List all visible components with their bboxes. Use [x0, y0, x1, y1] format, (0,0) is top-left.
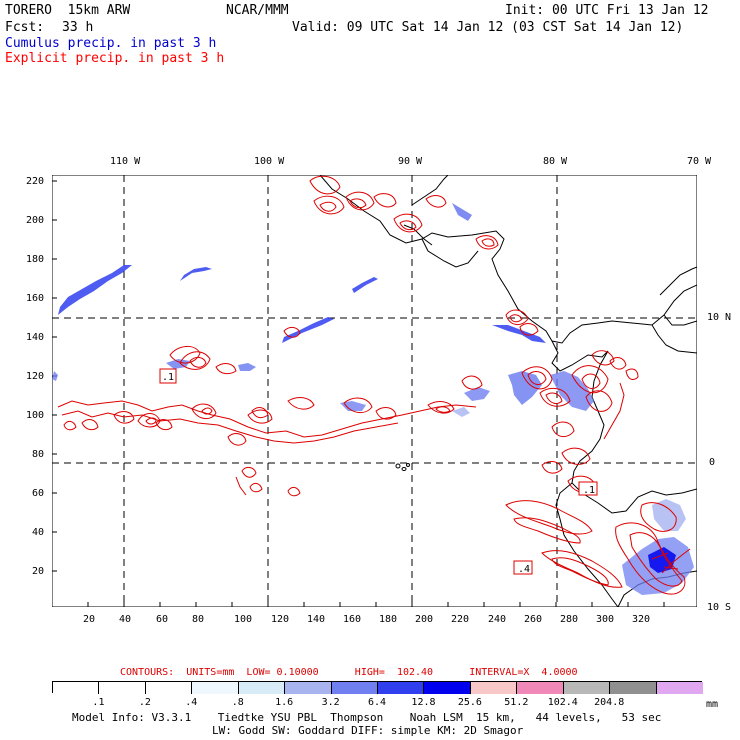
explicit-precip-legend: Explicit precip. in past 3 h [5, 51, 225, 66]
forecast-label: Fcst: [5, 20, 45, 35]
organization-label: NCAR/MMM [226, 3, 289, 18]
colorbar-swatch [424, 682, 471, 694]
y-grid-label: 120 [26, 371, 45, 382]
colorbar-tick-label: 51.2 [504, 697, 529, 708]
explicit-precip-contours [57, 175, 691, 595]
y-grid-label: 60 [32, 488, 45, 499]
contour-label-boxes [159, 368, 598, 575]
lon-label: 70 W [687, 156, 712, 167]
contour-box-1 [159, 368, 177, 384]
init-time: Init: 00 UTC Fri 13 Jan 12 [505, 3, 709, 18]
cumulus-precip-shading [52, 203, 694, 595]
colorbar-swatch [610, 682, 657, 694]
galapagos-islands [395, 463, 410, 471]
y-grid-label: 200 [26, 215, 45, 226]
x-grid-label: 80 [192, 614, 205, 625]
precip-map: .1 .1 .4 [52, 175, 697, 607]
colorbar-tick-label: 12.8 [411, 697, 436, 708]
contour-box-1-label: .1 [162, 372, 174, 383]
colorbar-tick-label: 102.4 [547, 697, 578, 708]
x-grid-label: 240 [488, 614, 507, 625]
contour-box-3-label: .4 [518, 564, 530, 575]
map-frame [52, 175, 697, 607]
contour-info: CONTOURS: UNITS=mm LOW= 0.10000 HIGH= 10… [120, 667, 578, 678]
y-grid-label: 80 [32, 449, 45, 460]
x-grid-label: 120 [271, 614, 290, 625]
colorbar-swatch [517, 682, 564, 694]
colorbar-tick-label: .2 [138, 697, 151, 708]
x-grid-label: 60 [156, 614, 169, 625]
colorbar-swatch [563, 682, 611, 694]
lon-label: 110 W [110, 156, 141, 167]
lon-label: 100 W [254, 156, 285, 167]
frame-ticks [52, 180, 665, 607]
x-grid-label: 260 [524, 614, 543, 625]
colorbar-swatch [192, 682, 239, 694]
colorbar-tick-label: 25.6 [457, 697, 482, 708]
forecast-hours: 33 h [62, 20, 94, 35]
colorbar-units: mm [706, 699, 719, 710]
colorbar-swatch [238, 682, 286, 694]
colorbar-swatch [285, 682, 332, 694]
colorbar-swatch [378, 682, 425, 694]
model-info: Model Info: V3.3.1 Tiedtke YSU PBL Thomp… [72, 711, 662, 724]
x-grid-label: 20 [83, 614, 96, 625]
colorbar-swatch [145, 682, 193, 694]
y-grid-label: 140 [26, 332, 45, 343]
lon-label: 80 W [543, 156, 568, 167]
y-grid-label: 40 [32, 527, 45, 538]
lat-lon-grid [52, 175, 697, 607]
colorbar-tick-label: 1.6 [275, 697, 294, 708]
y-grid-label: 160 [26, 293, 45, 304]
x-grid-label: 180 [379, 614, 398, 625]
y-grid-label: 20 [32, 566, 45, 577]
y-grid-label: 220 [26, 176, 45, 187]
lon-label: 90 W [398, 156, 423, 167]
x-grid-label: 40 [119, 614, 132, 625]
colorbar-swatch [470, 682, 518, 694]
lat-label: 10 N [707, 312, 732, 323]
x-grid-label: 280 [560, 614, 579, 625]
colorbar-tick-label: 204.8 [594, 697, 625, 708]
y-grid-label: 180 [26, 254, 45, 265]
contour-box-2-label: .1 [583, 485, 595, 496]
x-grid-label: 220 [451, 614, 470, 625]
model-title: TORERO 15km ARW [5, 3, 131, 18]
y-grid-label: 100 [26, 410, 45, 421]
colorbar-swatch [53, 682, 100, 694]
valid-time: Valid: 09 UTC Sat 14 Jan 12 (03 CST Sat … [292, 20, 684, 35]
colorbar-swatch [99, 682, 146, 694]
x-grid-label: 100 [234, 614, 253, 625]
colorbar-swatch [656, 682, 703, 694]
contour-box-2 [578, 481, 598, 496]
colorbar-tick-label: .4 [185, 697, 198, 708]
x-grid-label: 140 [307, 614, 326, 625]
x-grid-label: 300 [596, 614, 615, 625]
colorbar [52, 681, 703, 694]
lat-label: 0 [709, 457, 716, 468]
colorbar-tick-label: 6.4 [368, 697, 387, 708]
x-grid-label: 200 [415, 614, 434, 625]
physics-info: LW: Godd SW: Goddard DIFF: simple KM: 2D… [212, 724, 524, 737]
colorbar-tick-label: 3.2 [321, 697, 340, 708]
contour-box-3 [513, 560, 533, 575]
colorbar-tick-label: .1 [92, 697, 105, 708]
colorbar-swatch [331, 682, 378, 694]
x-grid-label: 320 [632, 614, 651, 625]
cumulus-precip-legend: Cumulus precip. in past 3 h [5, 36, 217, 51]
colorbar-tick-label: .8 [231, 697, 244, 708]
x-grid-label: 160 [343, 614, 362, 625]
lat-label: 10 S [707, 602, 732, 613]
